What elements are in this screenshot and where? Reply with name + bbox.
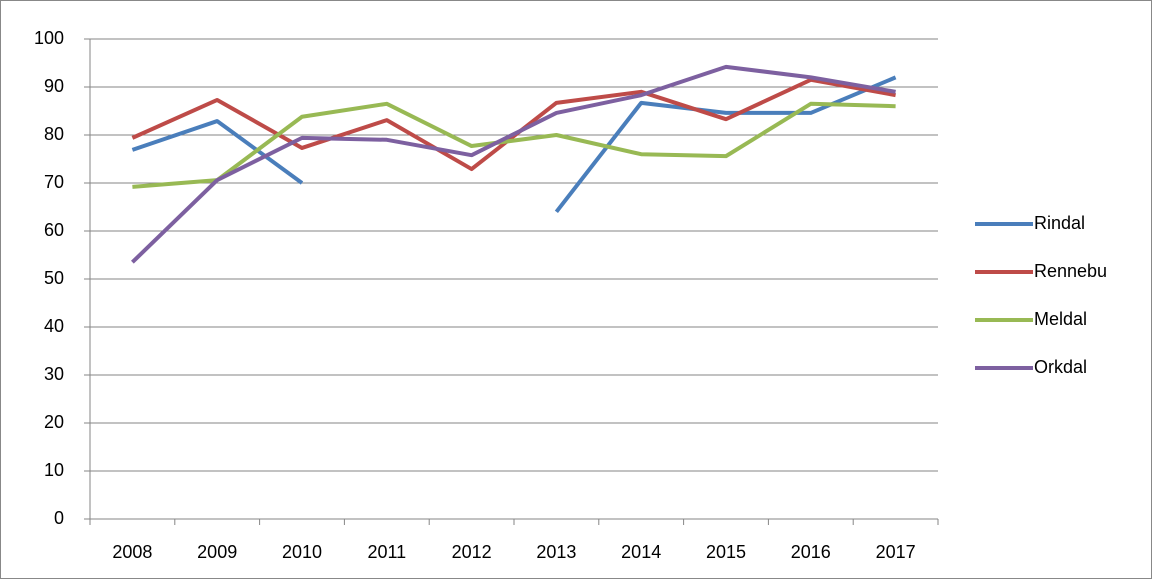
- legend-label: Meldal: [1034, 309, 1087, 329]
- x-tick-label: 2011: [367, 542, 406, 562]
- y-tick-label: 90: [44, 76, 64, 96]
- x-tick-label: 2008: [112, 542, 152, 562]
- legend-label: Rennebu: [1034, 261, 1107, 281]
- y-tick-label: 0: [54, 508, 64, 528]
- x-tick-label: 2009: [197, 542, 237, 562]
- x-tick-label: 2014: [621, 542, 661, 562]
- x-tick-label: 2015: [706, 542, 746, 562]
- series-line: [131, 75, 897, 214]
- y-tick-label: 30: [44, 364, 64, 384]
- y-tick-label: 10: [44, 460, 64, 480]
- x-tick-label: 2017: [876, 542, 916, 562]
- series-line: [132, 101, 896, 189]
- x-tick-label: 2013: [536, 542, 576, 562]
- y-tick-label: 50: [44, 268, 64, 288]
- y-tick-label: 40: [44, 316, 64, 336]
- y-tick-label: 70: [44, 172, 64, 192]
- legend-label: Rindal: [1034, 213, 1085, 233]
- y-tick-label: 100: [34, 28, 64, 48]
- y-tick-label: 20: [44, 412, 64, 432]
- series-line: [131, 64, 896, 264]
- y-tick-label: 80: [44, 124, 64, 144]
- legend-label: Orkdal: [1034, 357, 1087, 377]
- x-tick-label: 2012: [452, 542, 492, 562]
- x-tick-label: 2016: [791, 542, 831, 562]
- y-tick-label: 60: [44, 220, 64, 240]
- x-tick-label: 2010: [282, 542, 322, 562]
